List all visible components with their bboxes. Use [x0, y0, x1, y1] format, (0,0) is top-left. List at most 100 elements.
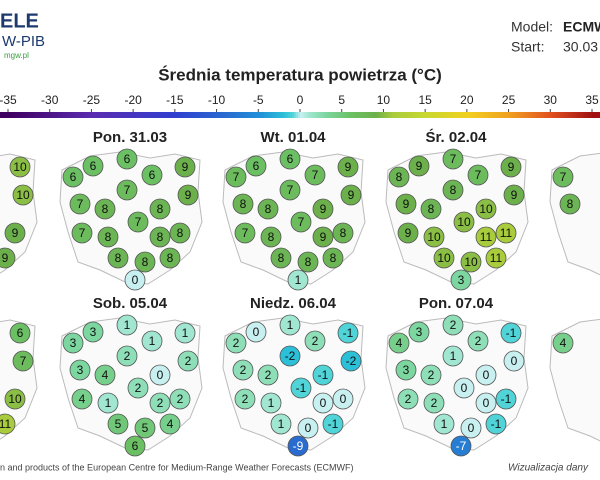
colorbar-cell: [388, 112, 391, 118]
colorbar-cell: [284, 112, 287, 118]
colorbar-cell: [316, 112, 319, 118]
station-marker: [4, 388, 26, 410]
colorbar-cell: [424, 112, 427, 118]
colorbar-cell: [178, 112, 181, 118]
colorbar-cell: [182, 112, 185, 118]
colorbar-cell: [244, 112, 247, 118]
station-marker: [467, 164, 489, 186]
colorbar-cell: [400, 112, 403, 118]
colorbar-cell: [52, 112, 55, 118]
station-value: 0: [483, 396, 490, 410]
colorbar-cell: [330, 112, 333, 118]
station-marker: [279, 179, 301, 201]
station-value: 2: [233, 336, 240, 350]
colorbar-tick-label: -20: [124, 93, 142, 107]
station-marker: [9, 322, 31, 344]
colorbar-cell: [592, 112, 595, 118]
colorbar-cell: [310, 112, 313, 118]
colorbar-cell: [256, 112, 259, 118]
station-value: 3: [458, 273, 465, 287]
station-marker: [340, 350, 362, 372]
colorbar-cell: [474, 112, 477, 118]
station-value: 1: [287, 318, 294, 332]
colorbar-cell: [462, 112, 465, 118]
station-marker: [475, 198, 497, 220]
colorbar-cell: [64, 112, 67, 118]
station-marker: [287, 269, 309, 291]
station-value: 0: [340, 392, 347, 406]
visualization: Wizualizacja dany: [508, 463, 589, 474]
colorbar-cell: [486, 112, 489, 118]
colorbar-cell: [128, 112, 131, 118]
station-marker: [332, 222, 354, 244]
colorbar-cell: [50, 112, 53, 118]
station-marker: [279, 345, 301, 367]
station-value: 10: [479, 202, 493, 216]
colorbar-cell: [452, 112, 455, 118]
colorbar-cell: [366, 112, 369, 118]
station-marker: [408, 155, 430, 177]
station-marker: [116, 148, 138, 170]
colorbar-cell: [322, 112, 325, 118]
colorbar-cell: [472, 112, 475, 118]
station-marker: [503, 350, 525, 372]
map-outline: [0, 319, 38, 440]
station-value: 2: [240, 363, 247, 377]
station-value: 6: [124, 152, 131, 166]
colorbar-cell: [38, 112, 41, 118]
station-marker: [279, 148, 301, 170]
station-value: 7: [124, 183, 131, 197]
colorbar-cell: [538, 112, 541, 118]
colorbar-cell: [214, 112, 217, 118]
colorbar-cell: [34, 112, 37, 118]
colorbar-cell: [118, 112, 121, 118]
colorbar-cell: [120, 112, 123, 118]
colorbar-cell: [210, 112, 213, 118]
station-marker: [337, 156, 359, 178]
colorbar-cell: [342, 112, 345, 118]
station-marker: [177, 350, 199, 372]
colorbar-cell: [48, 112, 51, 118]
station-marker: [304, 330, 326, 352]
colorbar-cell: [520, 112, 523, 118]
station-marker: [260, 392, 282, 414]
station-value: 11: [480, 230, 493, 244]
station-marker: [340, 184, 362, 206]
station-value: 2: [431, 396, 438, 410]
colorbar-cell: [346, 112, 349, 118]
colorbar-cell: [14, 112, 17, 118]
station-value: 8: [428, 202, 435, 216]
colorbar-cell: [554, 112, 557, 118]
colorbar-cell: [212, 112, 215, 118]
station-marker: [177, 184, 199, 206]
station-value: 7: [560, 170, 567, 184]
model-value: ECMW: [563, 19, 600, 35]
colorbar-cell: [124, 112, 127, 118]
colorbar-cell: [570, 112, 573, 118]
station-value: 4: [102, 368, 109, 382]
colorbar-cell: [362, 112, 365, 118]
station-value: 1: [182, 326, 189, 340]
station-marker: [290, 377, 312, 399]
colorbar-cell: [76, 112, 79, 118]
station-value: 6: [70, 170, 77, 184]
station-marker: [332, 388, 354, 410]
logo-org: W-PIB: [2, 33, 45, 50]
station-value: -9: [293, 439, 304, 453]
station-value: 8: [567, 197, 574, 211]
station-marker: [495, 222, 517, 244]
colorbar-cell: [266, 112, 269, 118]
station-value: 9: [12, 226, 19, 240]
colorbar-cell: [374, 112, 377, 118]
station-value: 0: [511, 354, 518, 368]
station-marker: [141, 164, 163, 186]
colorbar-cell: [158, 112, 161, 118]
station-marker: [433, 247, 455, 269]
colorbar-cell: [46, 112, 49, 118]
station-value: 2: [312, 334, 319, 348]
station-marker: [467, 330, 489, 352]
colorbar-cell: [154, 112, 157, 118]
colorbar-cell: [226, 112, 229, 118]
colorbar-cell: [258, 112, 261, 118]
